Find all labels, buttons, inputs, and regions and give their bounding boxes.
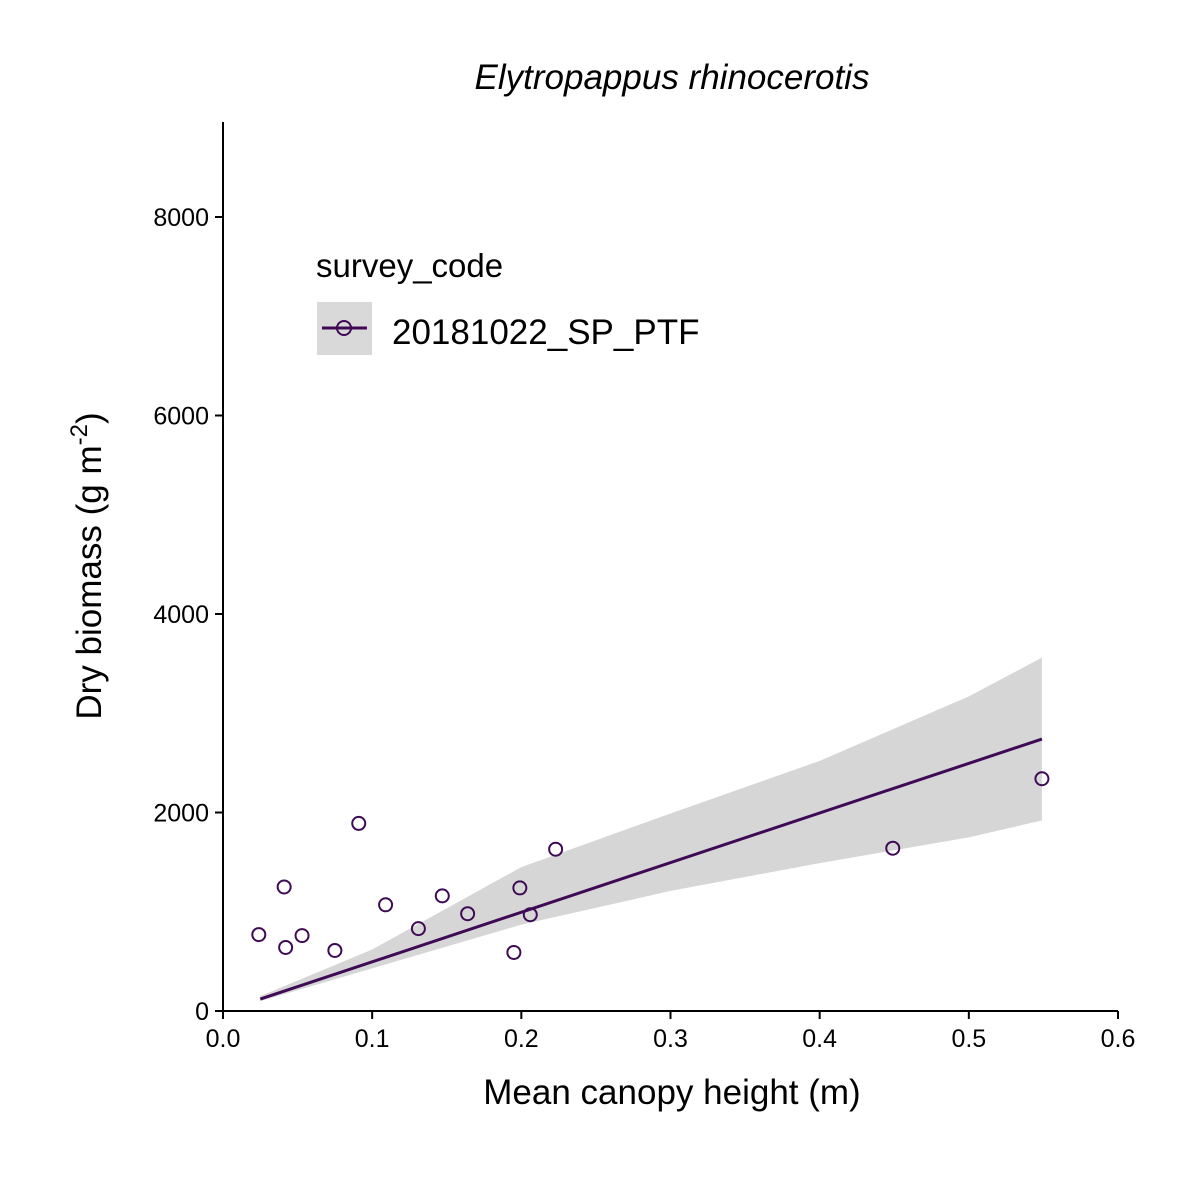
data-point: [460, 906, 476, 922]
fit-line: [259, 737, 1043, 1001]
x-axis-title: Mean canopy height (m): [483, 1073, 860, 1112]
data-point: [410, 921, 426, 937]
y-tick-label: 4000: [153, 601, 209, 629]
legend-label: 20181022_SP_PTF: [392, 313, 699, 352]
x-axis: 0.0 0.1 0.2 0.3 0.4 0.5 0.6: [206, 1010, 1136, 1053]
x-ticks: 0.0 0.1 0.2 0.3 0.4 0.5 0.6: [206, 1011, 1136, 1053]
y-axis-title-main: Dry biomass (g m: [70, 445, 109, 719]
data-point: [1034, 771, 1050, 787]
y-axis-title: Dry biomass (g m-2): [66, 412, 109, 719]
legend: survey_code 20181022_SP_PTF: [316, 247, 699, 355]
data-point: [885, 840, 901, 856]
data-point: [294, 928, 310, 944]
y-tick-label: 8000: [153, 204, 209, 232]
data-point: [278, 939, 294, 955]
legend-key-point: [336, 320, 352, 336]
y-axis-title-close: ): [70, 412, 109, 424]
y-tick-label: 2000: [153, 800, 209, 828]
y-tick-label: 6000: [153, 403, 209, 431]
x-tick-label: 0.5: [951, 1025, 986, 1053]
legend-title: survey_code: [316, 247, 503, 284]
data-point: [434, 888, 450, 904]
x-tick-label: 0.3: [653, 1025, 688, 1053]
x-tick-label: 0.0: [206, 1025, 241, 1053]
data-point: [548, 841, 564, 857]
data-point: [506, 944, 522, 960]
data-point: [276, 879, 292, 895]
data-points: [251, 771, 1050, 960]
x-tick-label: 0.2: [504, 1025, 539, 1053]
y-ticks: 0 2000 4000 6000 8000: [153, 204, 223, 1026]
data-point: [251, 927, 267, 943]
y-tick-label: 0: [195, 998, 209, 1026]
data-point: [378, 897, 394, 913]
data-point: [327, 942, 343, 958]
data-point: [512, 880, 528, 896]
x-tick-label: 0.6: [1101, 1025, 1136, 1053]
x-tick-label: 0.1: [355, 1025, 390, 1053]
x-tick-label: 0.4: [802, 1025, 837, 1053]
data-point: [351, 815, 367, 831]
plot-area: [251, 657, 1050, 1002]
y-axis: 0 2000 4000 6000 8000: [153, 122, 224, 1026]
confidence-band: [260, 657, 1042, 1002]
y-axis-title-superscript: -2: [66, 424, 93, 445]
chart-title: Elytropappus rhinocerotis: [475, 58, 870, 97]
